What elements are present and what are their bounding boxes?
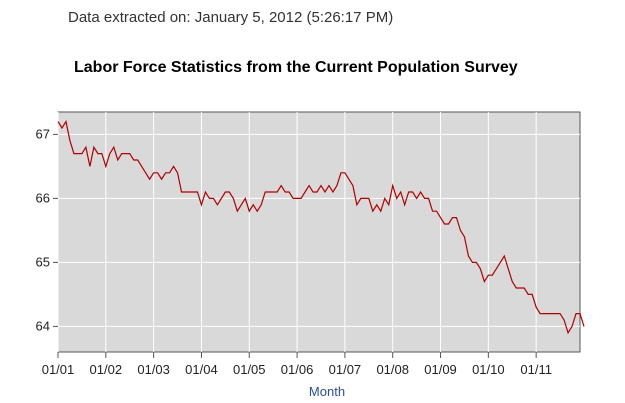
plot-area (57, 111, 581, 353)
y-tick-label: 64 (36, 318, 50, 333)
chart-title: Labor Force Statistics from the Current … (74, 59, 518, 76)
x-axis-label: Month (309, 384, 345, 399)
x-tick-label: 01/02 (90, 362, 123, 377)
x-tick-label: 01/09 (424, 362, 457, 377)
y-tick-label: 67 (36, 126, 50, 141)
grid (57, 112, 580, 352)
x-axis: 01/01 01/02 01/03 01/04 01/05 01/06 01/07 01/08… (42, 352, 552, 377)
x-tick-label: 01/06 (281, 362, 314, 377)
x-tick-label: 01/01 (42, 362, 75, 377)
y-axis: 64 65 66 67 (36, 126, 58, 333)
x-tick-label: 01/07 (329, 362, 362, 377)
x-tick-label: 01/08 (376, 362, 409, 377)
x-tick-label: 01/10 (472, 362, 505, 377)
extraction-date-text: Data extracted on: January 5, 2012 (5:26… (68, 9, 394, 26)
x-tick-label: 01/11 (520, 362, 552, 377)
x-tick-label: 01/03 (137, 362, 170, 377)
y-tick-label: 65 (36, 254, 50, 269)
y-tick-label: 66 (36, 190, 50, 205)
series-line (57, 120, 585, 335)
x-tick-label: 01/05 (233, 362, 266, 377)
x-tick-label: 01/04 (185, 362, 218, 377)
